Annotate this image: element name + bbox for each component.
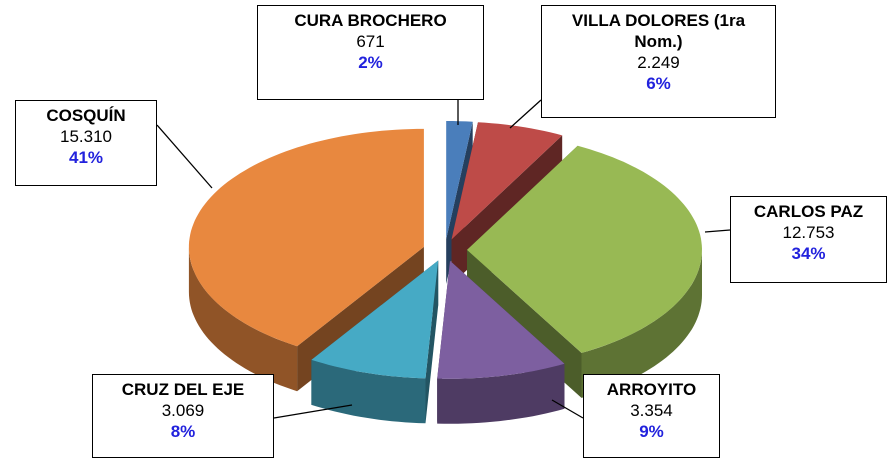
- percent-label: 34%: [791, 244, 826, 263]
- percent-label: 6%: [646, 74, 671, 93]
- data-label: CRUZ DEL EJE 3.069 8%: [92, 374, 274, 458]
- data-label: CURA BROCHERO 671 2%: [257, 5, 484, 100]
- leader-line: [273, 404, 353, 419]
- data-label: CARLOS PAZ 12.753 34%: [730, 196, 887, 283]
- category-label: ARROYITO: [606, 380, 697, 399]
- data-label: COSQUÍN 15.310 41%: [15, 100, 157, 186]
- category-label: COSQUÍN: [46, 106, 126, 125]
- slice: [311, 260, 439, 379]
- leader-line: [509, 99, 542, 129]
- slice: [467, 145, 702, 353]
- value-label: 15.310: [60, 127, 112, 146]
- percent-label: 2%: [358, 53, 383, 72]
- slice-side: [188, 246, 298, 392]
- value-label: 2.249: [637, 53, 680, 72]
- percent-label: 41%: [68, 148, 104, 167]
- leader-line: [156, 124, 213, 189]
- category-label: CARLOS PAZ: [753, 202, 864, 221]
- data-label: VILLA DOLORES (1ra Nom.) 2.249 6%: [541, 5, 776, 118]
- data-label: ARROYITO 3.354 9%: [583, 374, 720, 458]
- value-label: 12.753: [782, 223, 835, 242]
- slice: [188, 128, 424, 347]
- value-label: 671: [356, 32, 385, 51]
- percent-label: 9%: [639, 422, 664, 441]
- category-label: CRUZ DEL EJE: [121, 380, 245, 399]
- percent-label: 8%: [170, 422, 196, 441]
- category-label: CURA BROCHERO: [294, 11, 447, 30]
- slice-side: [437, 363, 565, 424]
- category-label: VILLA DOLORES (1ra Nom.): [571, 11, 746, 51]
- slice: [451, 122, 563, 240]
- value-label: 3.069: [161, 401, 205, 420]
- slice-side: [581, 249, 702, 398]
- leader-line: [551, 399, 584, 419]
- slice: [437, 260, 565, 379]
- value-label: 3.354: [630, 401, 673, 420]
- slice: [446, 121, 473, 239]
- leader-line: [704, 229, 731, 233]
